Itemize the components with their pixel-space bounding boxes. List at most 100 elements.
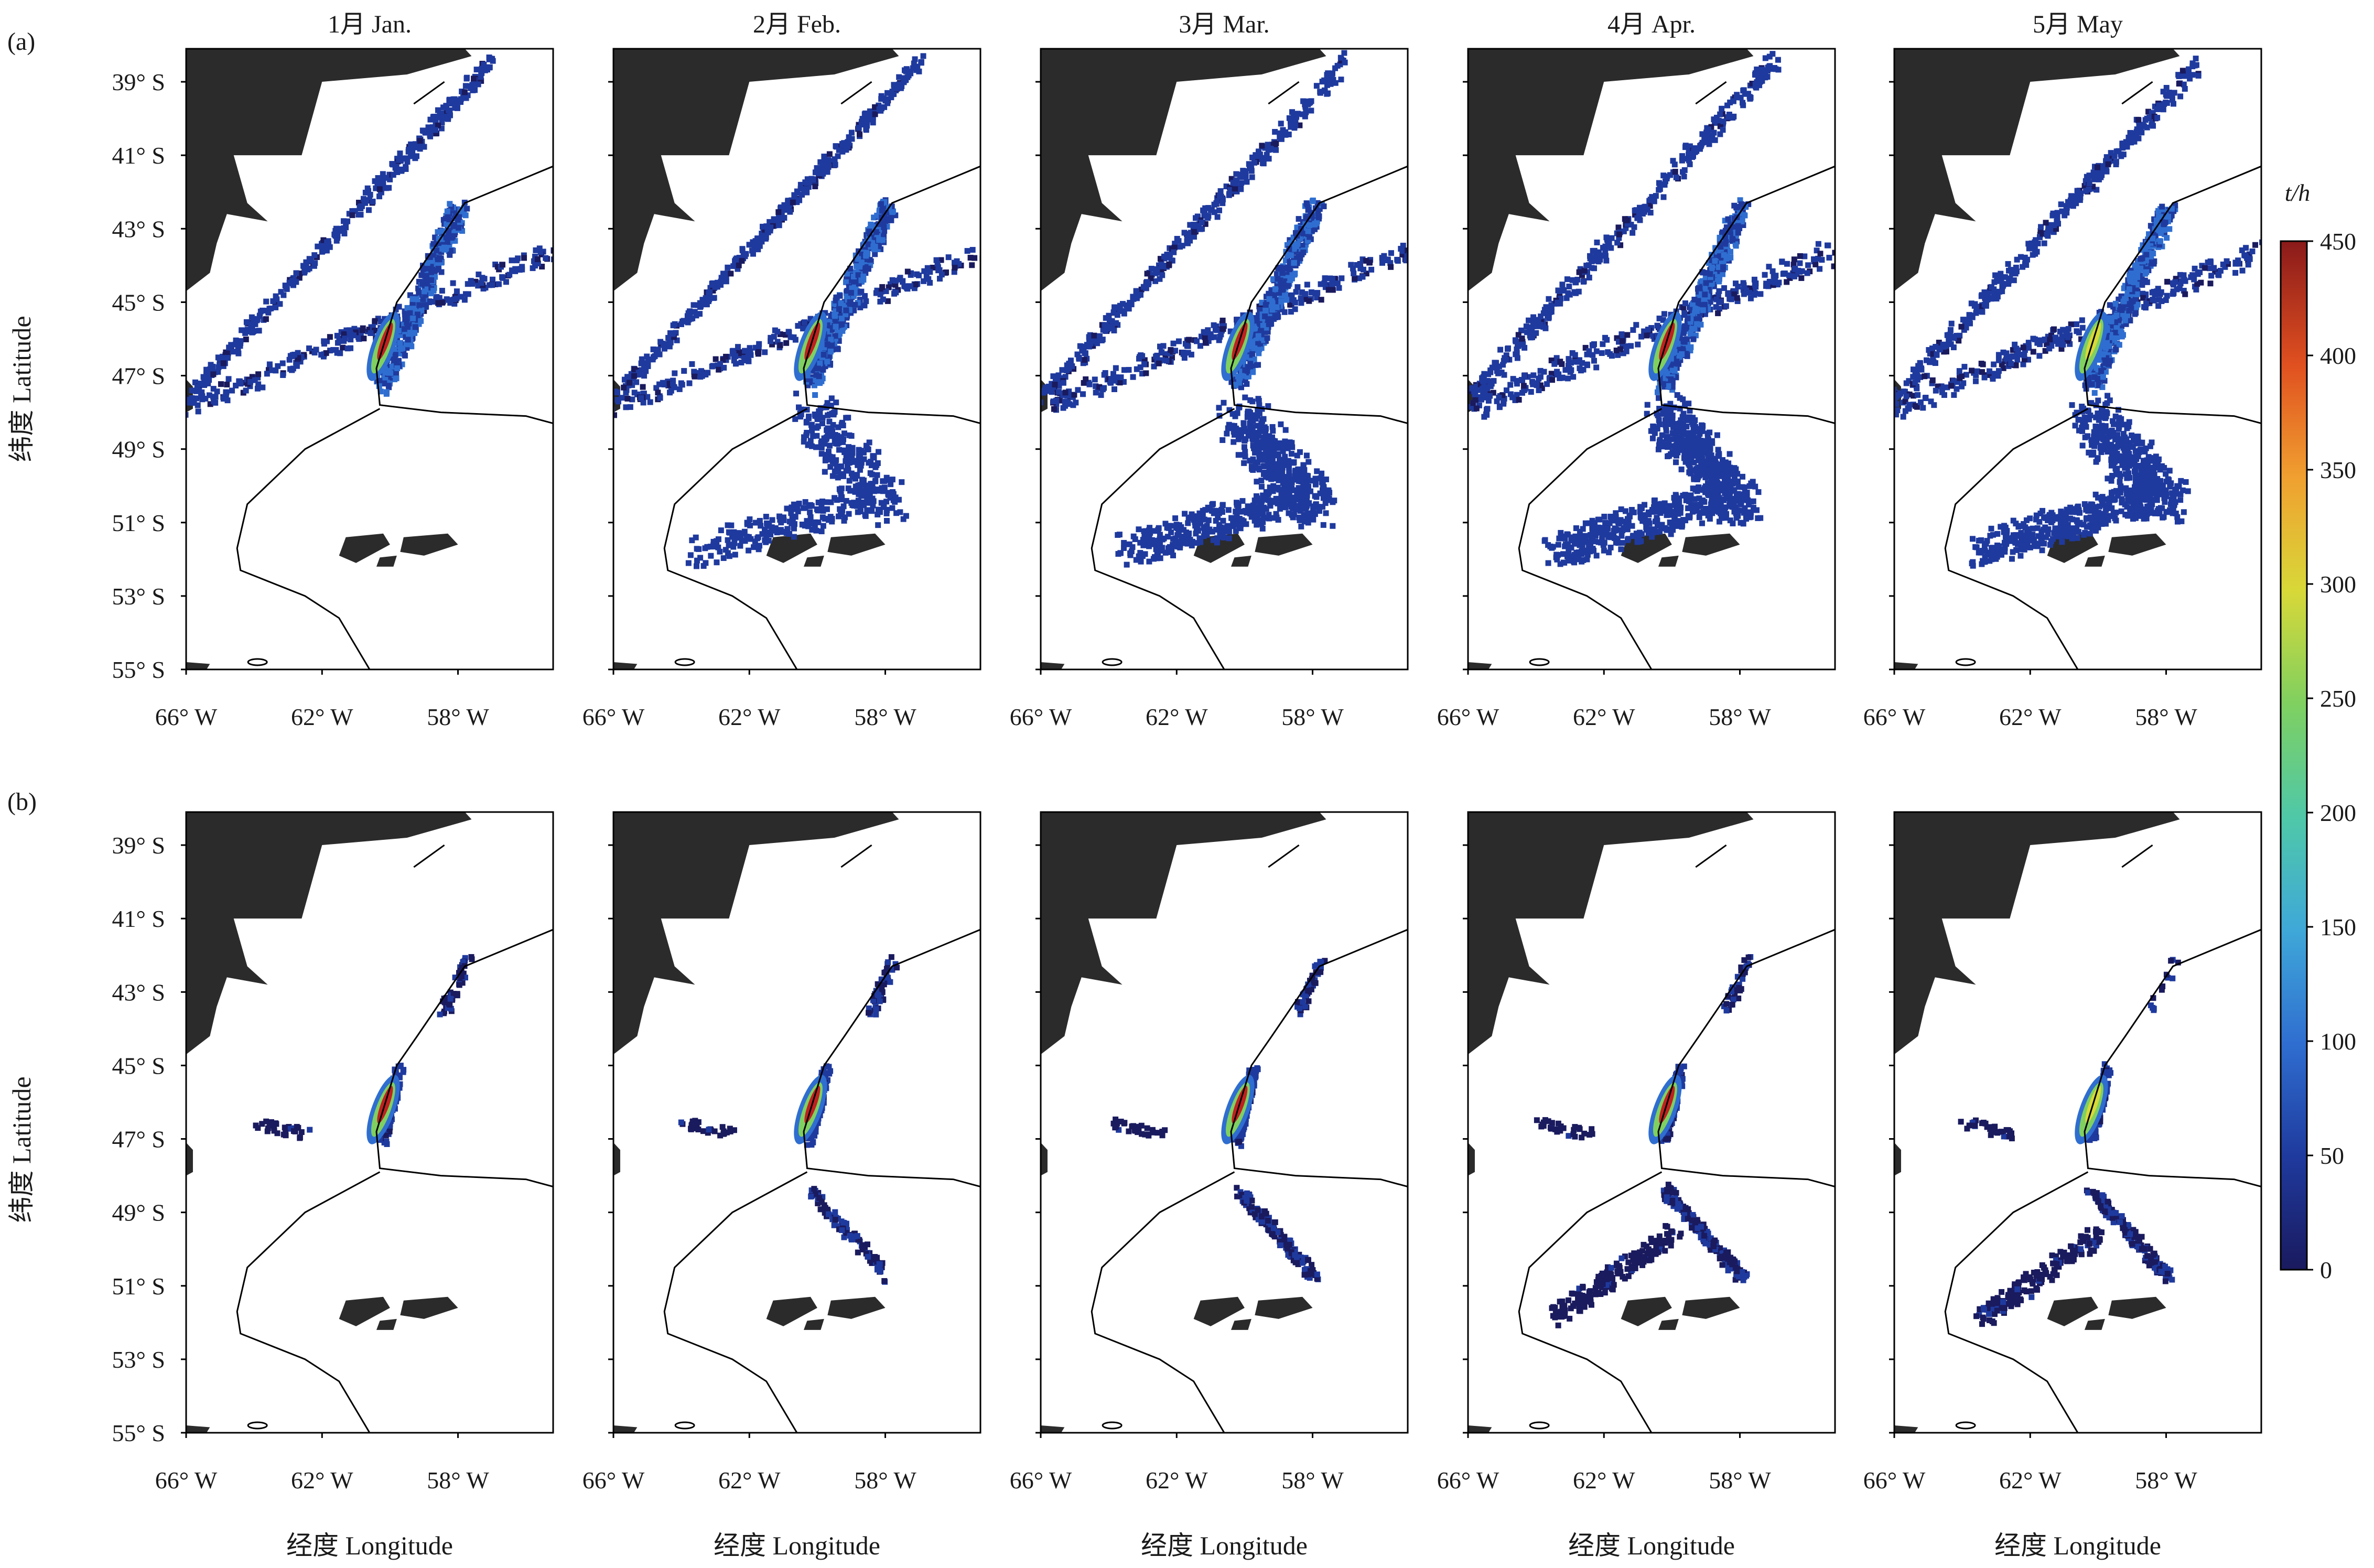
colorbar-tick-label: 0 [2320,1257,2332,1283]
coast-line [1268,844,1300,868]
staten-island [674,658,695,666]
panel-b-1: 39° S 41° S 43° S 45° S 47° S 49° S 51° S 53° S… [112,811,554,1560]
coast-line [2121,844,2153,868]
y-tick-label: 43° S [112,215,165,242]
eez-boundary [2084,165,2261,425]
colorbar: t/h 0 50 100 150 200 250 300 350 400 450 [2280,179,2356,1283]
tierra-fuego [613,662,638,669]
tierra-fuego [1041,1425,1065,1433]
x-tick-label: 62° W [1146,1467,1208,1494]
x-tick-label: 62° W [718,1467,781,1494]
zone-boundary [1518,1171,1663,1433]
panel-a-5: 5月 May 66° W 62° W 58° W [1863,10,2262,730]
falkland-small [803,555,824,567]
staten-island [1529,658,1550,666]
y-tick-label: 45° S [112,1052,165,1079]
panel-b-4: 66° W 62° W 58° W 经度 Longitude [1437,811,1836,1560]
falkland-east [1255,1296,1313,1319]
panel-frame [612,811,981,1434]
month-title: 3月 Mar. [1179,10,1269,38]
x-tick-label: 66° W [1863,1467,1926,1494]
panel-frame [185,811,554,1434]
panel-a-4: 4月 Apr. 66° W 62° W 58° W [1437,10,1836,730]
coast-line [1268,81,1300,105]
landmass [1041,812,1326,1055]
staten-island [1102,658,1123,666]
landmass-south [186,1142,193,1176]
landmass-south [1041,1142,1048,1176]
zone-boundary [1944,408,2089,669]
panel-frame [1893,811,2262,1434]
staten-island [1955,658,1976,666]
panel-b-5: 66° W 62° W 58° W 经度 Longitude [1863,811,2262,1560]
panel-frame [1040,811,1409,1434]
eez-boundary [803,928,980,1188]
falkland-east [400,533,458,556]
falkland-west [1621,1296,1672,1326]
landmass [1468,49,1754,291]
eez-boundary [1657,165,1835,425]
falkland-east [2108,1296,2166,1319]
landmass [613,812,899,1055]
panel-frame [185,48,554,671]
month-title: 5月 May [2033,10,2123,38]
panel-a-2: 2月 Feb. 66° W 62° W 58° W [582,10,981,730]
panel-frame [612,48,981,671]
staten-island [1102,1421,1123,1430]
coast-line [413,81,445,105]
coast-line [2121,81,2153,105]
colorbar-tick-label: 250 [2320,685,2356,712]
colorbar-tick-label: 300 [2320,571,2356,598]
xlabel: 经度 Longitude [1568,1531,1735,1560]
y-tick-label: 39° S [112,69,165,95]
y-tick-label: 51° S [112,1273,165,1300]
xlabel: 经度 Longitude [286,1531,453,1560]
xlabel: 经度 Longitude [714,1531,880,1560]
falkland-east [1682,533,1740,556]
x-tick-label: 58° W [854,1467,916,1494]
y-tick-label: 39° S [112,832,165,859]
eez-boundary [1657,928,1835,1188]
falkland-east [400,1296,458,1319]
coast-line [840,81,872,105]
staten-island [247,1421,268,1430]
landmass [1041,49,1326,291]
colorbar-gradient [2280,240,2308,1271]
month-title: 1月 Jan. [328,10,412,38]
panel-frame [1040,48,1409,671]
staten-island [247,658,268,666]
x-tick-label: 62° W [718,704,781,730]
month-title: 2月 Feb. [753,10,841,38]
colorbar-tick-label: 350 [2320,457,2356,483]
x-tick-label: 62° W [291,704,353,730]
falkland-east [827,533,886,556]
x-tick-label: 62° W [1573,1467,1635,1494]
x-tick-label: 66° W [582,1467,645,1494]
falkland-east [1255,533,1313,556]
colorbar-tick-label: 200 [2320,799,2356,826]
coast-line [413,844,445,868]
colorbar-tick-label: 50 [2320,1142,2344,1169]
x-tick-label: 66° W [1437,1467,1499,1494]
tierra-fuego [613,1425,638,1433]
falkland-west [1621,533,1672,563]
falkland-west [2047,1296,2098,1326]
eez-boundary [375,165,553,425]
activity-cells [1894,56,2261,569]
x-tick-label: 58° W [1281,704,1344,730]
falkland-small [376,1318,397,1330]
landmass [1468,812,1754,1055]
xlabel: 经度 Longitude [1994,1531,2161,1560]
tierra-fuego [1041,662,1065,669]
y-tick-label: 47° S [112,1126,165,1153]
x-tick-label: 66° W [1437,704,1499,730]
panel-b-3: 66° W 62° W 58° W 经度 Longitude [1010,811,1409,1560]
panel-b-2: 66° W 62° W 58° W 经度 Longitude [582,811,981,1560]
zone-boundary [1091,408,1235,669]
staten-island [1529,1421,1550,1430]
x-tick-label: 66° W [1010,704,1072,730]
falkland-west [1193,1296,1245,1326]
landmass [186,812,472,1055]
xlabel: 经度 Longitude [1141,1531,1308,1560]
